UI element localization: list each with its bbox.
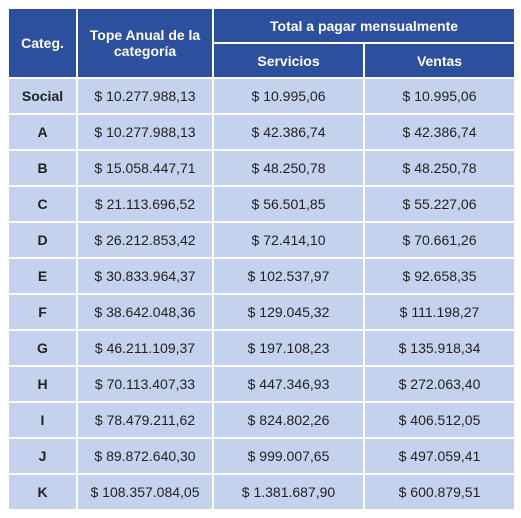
table-body: Social $ 10.277.988,13 $ 10.995,06 $ 10.995… <box>7 77 517 511</box>
amount-cell: $ 21.113.696,52 <box>76 185 214 223</box>
amount-cell: $ 10.277.988,13 <box>76 113 214 151</box>
data-row: G $ 46.211.109,37 $ 197.108,23 $ 135.918,34 <box>7 329 517 367</box>
amount-cell: $ 447.346,93 <box>212 365 365 403</box>
amount-cell: $ 70.113.407,33 <box>76 365 214 403</box>
amount-cell: $ 89.872.640,30 <box>76 437 214 475</box>
amount-cell: $ 102.537,97 <box>212 257 365 295</box>
header-cell: Ventas <box>362 42 517 79</box>
amount-cell: $ 72.414,10 <box>212 221 365 259</box>
category-cell: A <box>7 113 78 151</box>
category-cell: B <box>7 149 78 187</box>
amount-cell: $ 15.058.447,71 <box>76 149 214 187</box>
header-row: Categ. Tope Anual de la categoría Total … <box>7 7 517 79</box>
amount-cell: $ 999.007,65 <box>212 437 365 475</box>
amount-cell: $ 46.211.109,37 <box>76 329 214 367</box>
amount-cell: $ 135.918,34 <box>362 329 517 367</box>
amount-cell: $ 10.277.988,13 <box>76 77 214 115</box>
amount-cell: $ 272.063,40 <box>362 365 517 403</box>
category-cell: I <box>7 401 78 439</box>
data-row: K $ 108.357.084,05 $ 1.381.687,90 $ 600.879… <box>7 473 517 511</box>
amount-cell: $ 406.512,05 <box>362 401 517 439</box>
data-row: I $ 78.479.211,62 $ 824.802,26 $ 406.512,05 <box>7 401 517 439</box>
category-cell: D <box>7 221 78 259</box>
amount-cell: $ 26.212.853,42 <box>76 221 214 259</box>
amount-cell: $ 70.661,26 <box>362 221 517 259</box>
amount-cell: $ 92.658,35 <box>362 257 517 295</box>
data-row: J $ 89.872.640,30 $ 999.007,65 $ 497.059,41 <box>7 437 517 475</box>
amount-cell: $ 10.995,06 <box>362 77 517 115</box>
category-cell: F <box>7 293 78 331</box>
header-cell: Servicios <box>212 42 365 79</box>
category-cell: C <box>7 185 78 223</box>
amount-cell: $ 56.501,85 <box>212 185 365 223</box>
data-row: A $ 10.277.988,13 $ 42.386,74 $ 42.386,74 <box>7 113 517 151</box>
header-cell: Categ. <box>7 7 78 79</box>
category-cell: E <box>7 257 78 295</box>
amount-cell: $ 1.381.687,90 <box>212 473 365 511</box>
data-row: D $ 26.212.853,42 $ 72.414,10 $ 70.661,26 <box>7 221 517 259</box>
amount-cell: $ 55.227,06 <box>362 185 517 223</box>
amount-cell: $ 38.642.048,36 <box>76 293 214 331</box>
category-cell: Social <box>7 77 78 115</box>
header-cell: Total a pagar mensualmente <box>211 7 517 44</box>
data-row: H $ 70.113.407,33 $ 447.346,93 $ 272.063,40 <box>7 365 517 403</box>
amount-cell: $ 824.802,26 <box>212 401 365 439</box>
data-row: B $ 15.058.447,71 $ 48.250,78 $ 48.250,78 <box>7 149 517 187</box>
amount-cell: $ 10.995,06 <box>212 77 365 115</box>
amount-cell: $ 42.386,74 <box>212 113 365 151</box>
amount-cell: $ 78.479.211,62 <box>76 401 214 439</box>
amount-cell: $ 48.250,78 <box>362 149 517 187</box>
data-row: E $ 30.833.964,37 $ 102.537,97 $ 92.658,35 <box>7 257 517 295</box>
amount-cell: $ 108.357.084,05 <box>76 473 214 511</box>
amount-cell: $ 30.833.964,37 <box>76 257 214 295</box>
amount-cell: $ 197.108,23 <box>212 329 365 367</box>
category-cell: H <box>7 365 78 403</box>
amount-cell: $ 111.198,27 <box>362 293 517 331</box>
header-cell: Tope Anual de la categoría <box>76 7 214 79</box>
amount-cell: $ 42.386,74 <box>362 113 517 151</box>
data-row: F $ 38.642.048,36 $ 129.045,32 $ 111.198,27 <box>7 293 517 331</box>
fee-table: Categ. Tope Anual de la categoría Total … <box>7 7 517 511</box>
category-cell: G <box>7 329 78 367</box>
amount-cell: $ 600.879,51 <box>362 473 517 511</box>
amount-cell: $ 129.045,32 <box>212 293 365 331</box>
header-row: Servicios Ventas <box>8 42 517 79</box>
amount-cell: $ 497.059,41 <box>362 437 517 475</box>
data-row: C $ 21.113.696,52 $ 56.501,85 $ 55.227,06 <box>7 185 517 223</box>
category-cell: J <box>7 437 78 475</box>
data-row: Social $ 10.277.988,13 $ 10.995,06 $ 10.995… <box>7 77 517 115</box>
amount-cell: $ 48.250,78 <box>212 149 365 187</box>
category-cell: K <box>7 473 78 511</box>
table-container: Categ. Tope Anual de la categoría Total … <box>7 7 517 511</box>
